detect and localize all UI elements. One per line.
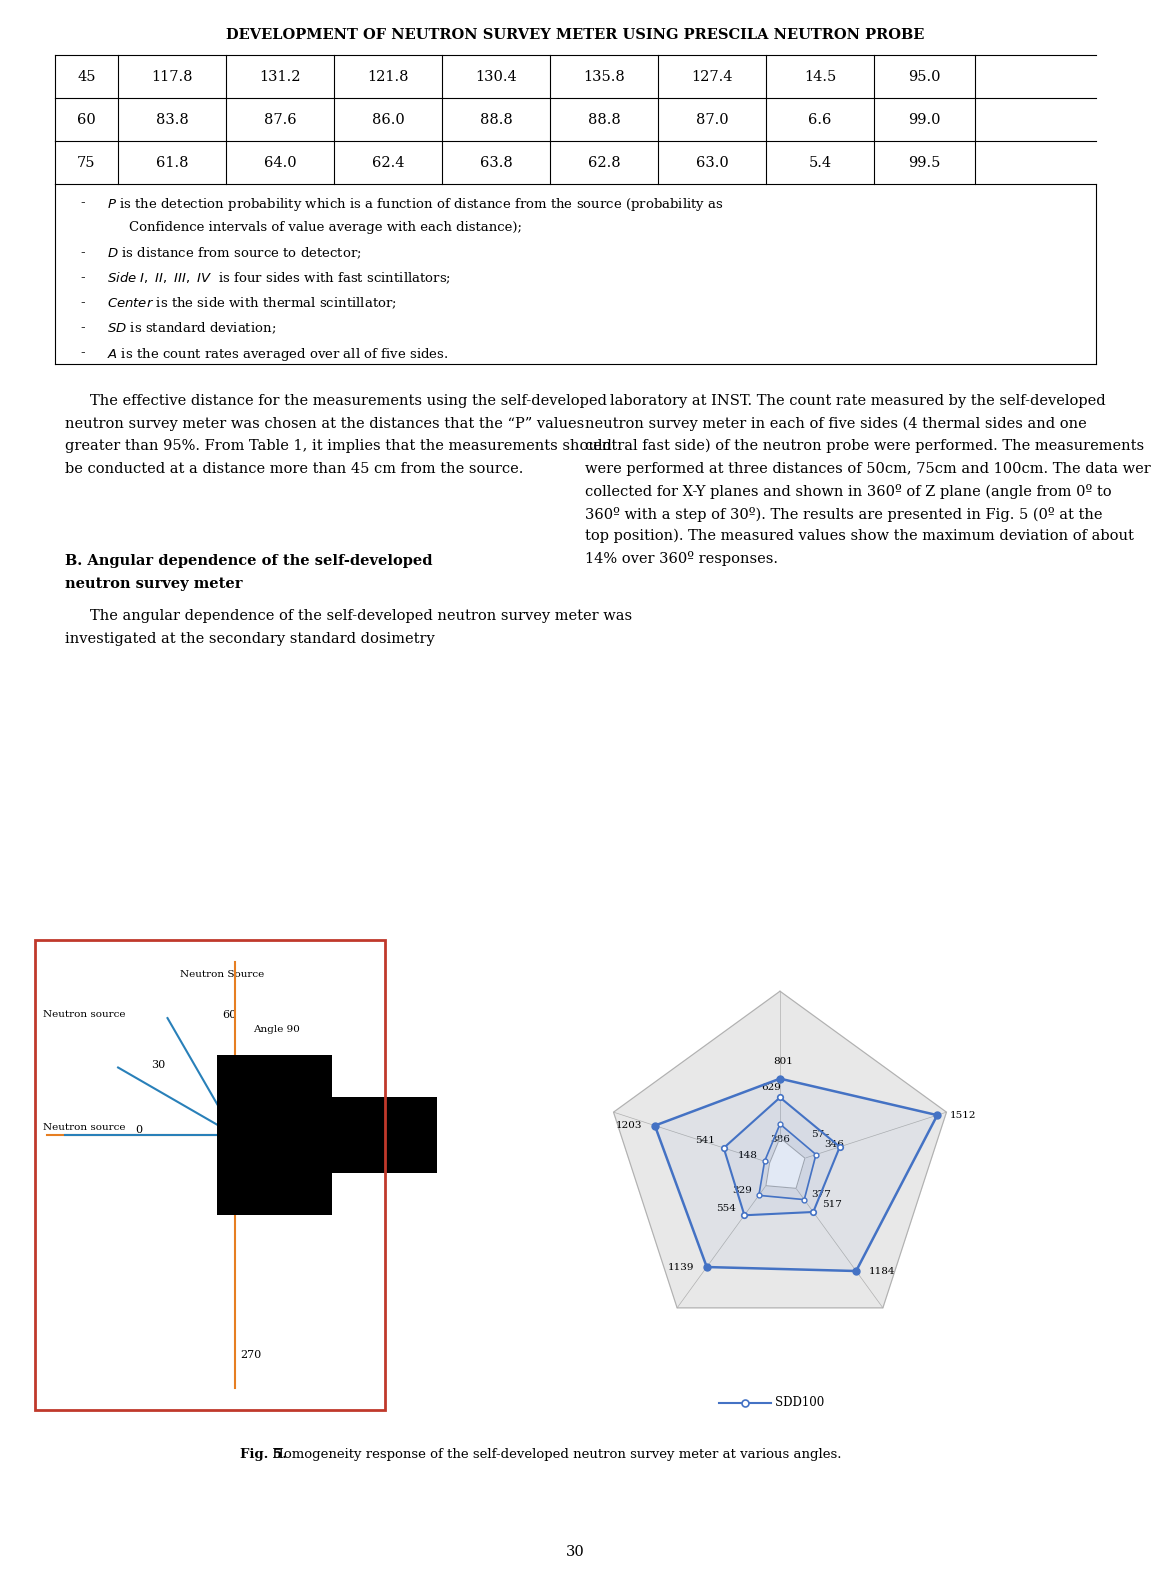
Text: 377: 377 <box>811 1189 831 1199</box>
Text: $\mathit{SD}$ is standard deviation;: $\mathit{SD}$ is standard deviation; <box>107 320 276 336</box>
Text: 1184: 1184 <box>868 1267 894 1275</box>
Text: 629: 629 <box>761 1084 782 1092</box>
Text: 99.5: 99.5 <box>908 156 940 169</box>
Text: $\mathit{A}$ is the count rates averaged over all of five sides.: $\mathit{A}$ is the count rates averaged… <box>107 346 449 363</box>
Text: The effective distance for the measurements using the self-developed: The effective distance for the measureme… <box>90 394 607 408</box>
Text: 95.0: 95.0 <box>908 70 940 83</box>
Text: 14.5: 14.5 <box>803 70 836 83</box>
Text: 127.4: 127.4 <box>692 70 733 83</box>
Text: 360º with a step of 30º). The results are presented in Fig. 5 (0º at the: 360º with a step of 30º). The results ar… <box>585 507 1103 521</box>
Text: 329: 329 <box>732 1186 752 1194</box>
Text: 60: 60 <box>222 1011 237 1020</box>
Polygon shape <box>765 1138 805 1189</box>
Text: be conducted at a distance more than 45 cm from the source.: be conducted at a distance more than 45 … <box>64 462 524 475</box>
Text: were performed at three distances of 50cm, 75cm and 100cm. The data were: were performed at three distances of 50c… <box>585 462 1151 475</box>
Text: neutron survey meter: neutron survey meter <box>64 577 243 591</box>
Text: 62.4: 62.4 <box>372 156 404 169</box>
Text: Neutron source: Neutron source <box>43 1124 125 1132</box>
Text: 99.0: 99.0 <box>908 113 940 126</box>
Text: 88.8: 88.8 <box>588 113 620 126</box>
Text: neutron survey meter was chosen at the distances that the “P” values: neutron survey meter was chosen at the d… <box>64 416 585 430</box>
Text: 14% over 360º responses.: 14% over 360º responses. <box>585 552 778 566</box>
Text: 63.8: 63.8 <box>480 156 512 169</box>
Text: Confidence intervals of value average with each distance);: Confidence intervals of value average wi… <box>129 222 523 234</box>
Text: greater than 95%. From Table 1, it implies that the measurements should: greater than 95%. From Table 1, it impli… <box>64 438 612 453</box>
Text: 121.8: 121.8 <box>367 70 409 83</box>
Text: -: - <box>81 346 85 359</box>
Polygon shape <box>759 1124 816 1200</box>
Text: -: - <box>81 271 85 284</box>
Text: 117.8: 117.8 <box>151 70 192 83</box>
Text: collected for X-Y planes and shown in 360º of Z plane (angle from 0º to: collected for X-Y planes and shown in 36… <box>585 485 1112 499</box>
Text: 57–: 57– <box>811 1130 830 1140</box>
Text: Angle 90: Angle 90 <box>253 1025 300 1035</box>
Text: 130.4: 130.4 <box>475 70 517 83</box>
Text: 541: 541 <box>695 1137 715 1146</box>
Text: 554: 554 <box>716 1203 735 1213</box>
Bar <box>35 940 384 1411</box>
Text: central fast side) of the neutron probe were performed. The measurements: central fast side) of the neutron probe … <box>585 438 1144 453</box>
Text: laboratory at INST. The count rate measured by the self-developed: laboratory at INST. The count rate measu… <box>610 394 1106 408</box>
Text: 131.2: 131.2 <box>259 70 300 83</box>
Text: $\mathit{Center}$ is the side with thermal scintillator;: $\mathit{Center}$ is the side with therm… <box>107 296 397 311</box>
Text: -: - <box>81 196 85 209</box>
Text: B. Angular dependence of the self-developed: B. Angular dependence of the self-develo… <box>64 555 433 567</box>
Text: 83.8: 83.8 <box>155 113 189 126</box>
Text: top position). The measured values show the maximum deviation of about: top position). The measured values show … <box>585 529 1134 544</box>
Text: 63.0: 63.0 <box>695 156 729 169</box>
Text: 88.8: 88.8 <box>480 113 512 126</box>
Text: 87.6: 87.6 <box>264 113 296 126</box>
Polygon shape <box>724 1097 840 1215</box>
Text: neutron survey meter in each of five sides (4 thermal sides and one: neutron survey meter in each of five sid… <box>585 416 1087 430</box>
Text: Fig. 5.: Fig. 5. <box>241 1447 287 1462</box>
Text: Homogeneity response of the self-developed neutron survey meter at various angle: Homogeneity response of the self-develop… <box>268 1447 841 1462</box>
Text: 30: 30 <box>151 1060 166 1070</box>
Text: -: - <box>81 245 85 258</box>
Text: 87.0: 87.0 <box>695 113 729 126</box>
Text: 0: 0 <box>135 1125 142 1135</box>
Text: 1203: 1203 <box>616 1121 642 1130</box>
Text: -: - <box>81 320 85 335</box>
Text: 346: 346 <box>825 1140 845 1149</box>
Text: $\mathit{D}$ is distance from source to detector;: $\mathit{D}$ is distance from source to … <box>107 245 361 261</box>
Text: Neutron Source: Neutron Source <box>180 971 265 979</box>
Text: $\mathit{P}$ is the detection probability which is a function of distance from t: $\mathit{P}$ is the detection probabilit… <box>107 196 724 214</box>
Text: The angular dependence of the self-developed neutron survey meter was: The angular dependence of the self-devel… <box>90 609 632 623</box>
Text: SDD100: SDD100 <box>775 1396 824 1409</box>
Polygon shape <box>655 1079 937 1270</box>
Text: 64.0: 64.0 <box>264 156 296 169</box>
Text: 1139: 1139 <box>668 1262 694 1272</box>
Text: $\mathit{Side\ I,\ II,\ III,\ IV}$  is four sides with fast scintillators;: $\mathit{Side\ I,\ II,\ III,\ IV}$ is fo… <box>107 271 451 287</box>
Text: -: - <box>81 296 85 309</box>
Text: 75: 75 <box>77 156 96 169</box>
Text: 60: 60 <box>77 113 96 126</box>
Bar <box>218 1055 331 1215</box>
Text: 30: 30 <box>565 1545 585 1559</box>
Polygon shape <box>613 991 946 1307</box>
Text: 517: 517 <box>822 1200 841 1210</box>
Text: 1512: 1512 <box>950 1111 976 1119</box>
Text: 148: 148 <box>738 1151 757 1160</box>
Text: 135.8: 135.8 <box>584 70 625 83</box>
Text: 801: 801 <box>773 1057 793 1066</box>
Text: DEVELOPMENT OF NEUTRON SURVEY METER USING PRESCILA NEUTRON PROBE: DEVELOPMENT OF NEUTRON SURVEY METER USIN… <box>226 29 924 41</box>
Text: Neutron source: Neutron source <box>43 1011 125 1019</box>
Text: 45: 45 <box>77 70 96 83</box>
Text: 62.8: 62.8 <box>588 156 620 169</box>
Text: 61.8: 61.8 <box>155 156 189 169</box>
Text: investigated at the secondary standard dosimetry: investigated at the secondary standard d… <box>64 631 435 646</box>
Bar <box>331 1097 437 1173</box>
Text: 386: 386 <box>770 1135 790 1143</box>
Text: 86.0: 86.0 <box>372 113 404 126</box>
Text: 6.6: 6.6 <box>808 113 832 126</box>
Text: 5.4: 5.4 <box>808 156 831 169</box>
Text: 270: 270 <box>241 1350 261 1360</box>
